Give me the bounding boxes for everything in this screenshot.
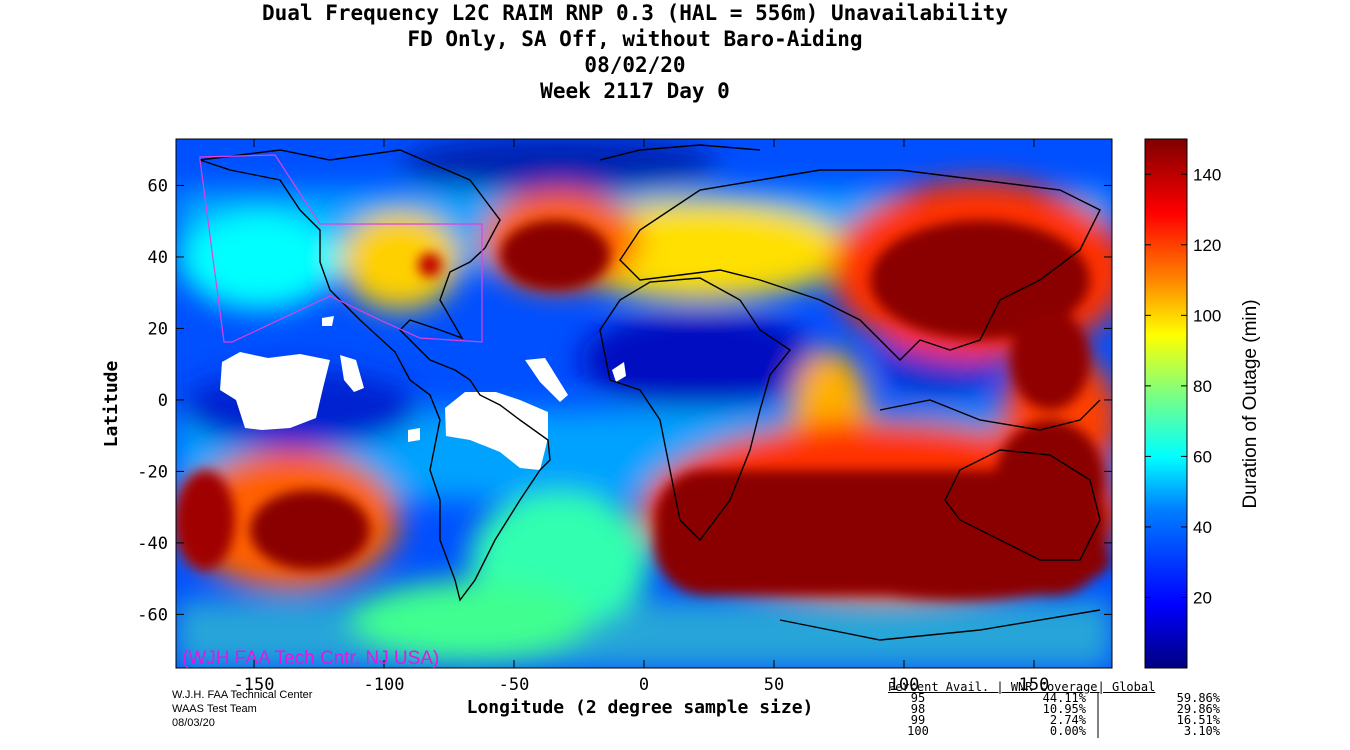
stats-sep: | — [1094, 691, 1102, 705]
stats-header: Percent Avail. | WNR Coverage| Global — [888, 680, 1156, 694]
x-tick-label: 150 — [1019, 675, 1050, 695]
y-axis: 60 40 20 0 -20 -40 -60 — [137, 176, 1112, 625]
no-data-region — [322, 316, 334, 326]
colorbar-tick-label: 80 — [1193, 377, 1212, 396]
colorbar-tick-label: 20 — [1193, 588, 1212, 607]
title-line-1: Dual Frequency L2C RAIM RNP 0.3 (HAL = 5… — [262, 1, 1008, 25]
stats-wnr: 2.74% — [1049, 713, 1086, 727]
stats-wnr: 44.11% — [1042, 691, 1086, 705]
title-line-3: 08/02/20 — [584, 53, 686, 77]
y-tick-label: 60 — [148, 176, 168, 196]
waas-service-boundary — [199, 154, 483, 343]
no-data-region — [525, 358, 568, 402]
stats-global: 3.10% — [1183, 724, 1220, 738]
y-axis-title: Latitude — [101, 360, 122, 447]
x-axis-title: Longitude (2 degree sample size) — [467, 697, 814, 718]
stats-global: 59.86% — [1176, 691, 1220, 705]
no-data-region — [340, 355, 364, 392]
colorbar-tick-label: 140 — [1193, 165, 1221, 184]
no-data-region — [408, 428, 420, 442]
x-tick-label: -150 — [234, 675, 275, 695]
coastlines — [199, 144, 1101, 641]
stats-pct: 100 — [907, 724, 929, 738]
credit-line-2: WAAS Test Team — [172, 703, 257, 715]
x-tick-label: -50 — [499, 675, 530, 695]
stats-pct: 99 — [910, 713, 926, 727]
stats-row: 95 44.11% | 59.86% — [888, 691, 1248, 705]
x-tick-label: 50 — [764, 675, 784, 695]
stats-wnr: 0.00% — [1049, 724, 1086, 738]
y-tick-label: -20 — [137, 462, 168, 482]
y-tick-label: 0 — [158, 391, 168, 411]
credit-line-3: 08/03/20 — [172, 717, 215, 729]
credit-block: W.J.H. FAA Technical Center WAAS Test Te… — [172, 688, 312, 730]
watermark: (WJH FAA Tech Cntr, NJ USA) — [182, 648, 439, 669]
chart-title: Dual Frequency L2C RAIM RNP 0.3 (HAL = 5… — [0, 0, 1270, 104]
y-tick-label: 40 — [148, 248, 168, 268]
stats-global: 29.86% — [1176, 702, 1220, 716]
x-tick-label: 0 — [639, 675, 649, 695]
y-tick-label: -60 — [137, 605, 168, 625]
stats-wnr: 10.95% — [1042, 702, 1086, 716]
no-data-region — [445, 392, 548, 470]
stats-sep: | — [1094, 713, 1102, 727]
title-line-2: FD Only, SA Off, without Baro-Aiding — [407, 27, 863, 51]
stats-row: 100 0.00% | 3.10% — [888, 724, 1248, 738]
colorbar-title: Duration of Outage (min) — [1240, 299, 1261, 508]
stats-pct: 95 — [910, 691, 926, 705]
stats-row: 99 2.74% | 16.51% — [888, 713, 1248, 727]
outage-heatmap — [176, 139, 1112, 668]
stats-sep: | — [1094, 702, 1102, 716]
colorbar-tick-label: 120 — [1193, 236, 1221, 255]
stats-sep: | — [1094, 724, 1102, 738]
colorbar-tick-label: 40 — [1193, 518, 1212, 537]
colorbar — [1144, 138, 1188, 669]
stats-global: 16.51% — [1176, 713, 1220, 727]
x-tick-label: 100 — [889, 675, 920, 695]
title-line-4: Week 2117 Day 0 — [540, 79, 730, 103]
colorbar-tick-label: 100 — [1193, 306, 1221, 325]
stats-pct: 98 — [910, 702, 926, 716]
no-data-region — [612, 362, 626, 382]
stats-row: 98 10.95% | 29.86% — [888, 702, 1248, 716]
availability-stats-table: Percent Avail. | WNR Coverage| Global 95… — [888, 680, 1248, 738]
y-tick-label: 20 — [148, 319, 168, 339]
x-tick-label: -100 — [364, 675, 405, 695]
x-axis: -150 -100 -50 0 50 100 150 — [234, 139, 1050, 695]
y-tick-label: -40 — [137, 534, 168, 554]
colorbar-ticks: 140 120 100 80 60 40 20 — [1145, 165, 1221, 607]
no-data-region — [220, 352, 330, 430]
colorbar-tick-label: 60 — [1193, 447, 1212, 466]
credit-line-1: W.J.H. FAA Technical Center — [172, 689, 313, 701]
